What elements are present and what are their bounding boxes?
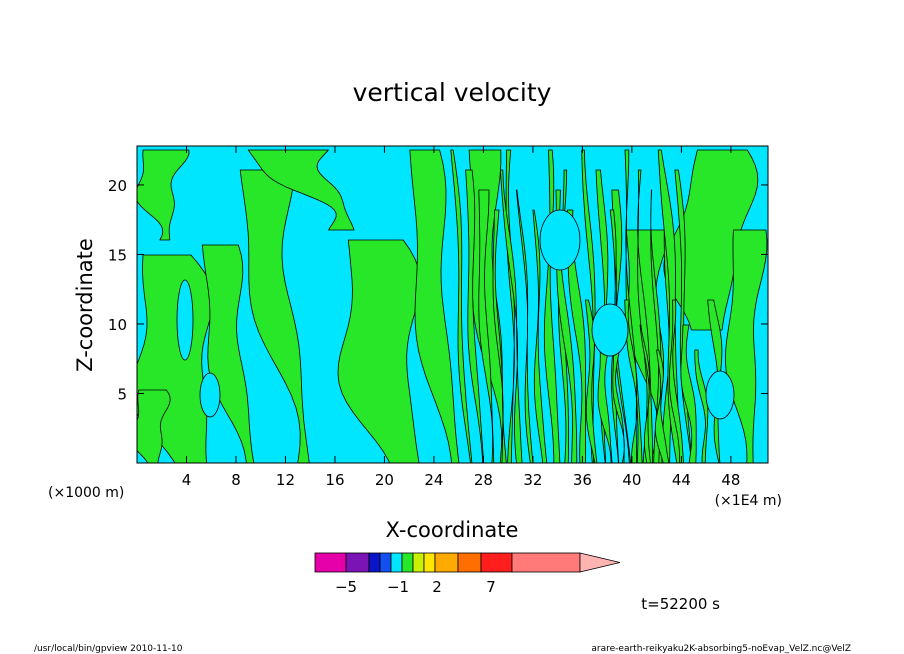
colorbar-swatch	[401, 552, 414, 573]
positive-region	[597, 324, 613, 463]
footer-left: /usr/local/bin/gpview 2010-11-10	[34, 644, 183, 654]
colorbar-swatch	[368, 552, 381, 573]
footer-right: arare-earth-reikyaku2K-absorbing5-noEvap…	[591, 644, 851, 654]
negative-region	[539, 209, 581, 271]
colorbar-swatch	[434, 552, 459, 573]
x-tick-label: 12	[276, 471, 295, 489]
positive-region	[247, 149, 355, 231]
colorbar-extension	[579, 552, 621, 573]
colorbar-swatch	[412, 552, 425, 573]
positive-region	[532, 209, 548, 463]
colorbar-swatch	[390, 552, 403, 573]
positive-region	[202, 244, 255, 463]
y-tick-label: 15	[108, 246, 127, 264]
x-tick-label: 40	[622, 471, 641, 489]
positive-region	[450, 149, 473, 463]
chart-title: vertical velocity	[353, 78, 552, 107]
time-label: t=52200 s	[641, 595, 720, 613]
colorbar-swatch	[379, 552, 392, 573]
colorbar	[314, 552, 621, 573]
plot-area	[136, 145, 769, 464]
y-tick-label: 5	[117, 385, 127, 403]
positive-region	[624, 299, 638, 463]
colorbar-swatch	[511, 552, 581, 573]
y-axis: 5 10 15 20	[108, 177, 768, 403]
positive-region	[137, 389, 171, 463]
positive-region	[239, 169, 310, 463]
x-tick-label: 28	[474, 471, 493, 489]
negative-region	[705, 370, 735, 420]
negative-region	[591, 303, 629, 357]
positive-region	[694, 349, 709, 463]
positive-region	[492, 209, 504, 463]
positive-region	[555, 189, 578, 463]
positive-region	[639, 324, 651, 463]
colorbar-swatch	[423, 552, 436, 573]
colorbar-swatch	[345, 552, 370, 573]
negative-region	[176, 279, 194, 361]
positive-region	[465, 169, 485, 463]
x-axis-label: X-coordinate	[386, 518, 519, 542]
positive-region	[612, 349, 625, 463]
x-tick-label: 24	[424, 471, 443, 489]
positive-region	[654, 349, 670, 463]
colorbar-swatch	[457, 552, 482, 573]
colorbar-tick-label: −5	[335, 578, 357, 596]
colorbar-tick-label: −1	[387, 578, 409, 596]
positive-region	[650, 189, 662, 463]
positive-region	[566, 209, 586, 463]
positive-region	[595, 169, 609, 463]
x-unit-right: (×1E4 m)	[715, 493, 782, 509]
negative-region	[199, 372, 221, 418]
colorbar-swatch	[314, 552, 347, 573]
y-tick-label: 10	[108, 316, 127, 334]
colorbar-tick-labels: −5 −1 2 7	[335, 578, 496, 596]
plot-frame	[136, 145, 769, 464]
positive-region	[478, 189, 495, 463]
positive-region	[674, 169, 693, 463]
colorbar-swatch	[480, 552, 513, 573]
x-tick-label: 4	[182, 471, 192, 489]
y-axis-label: Z-coordinate	[73, 238, 97, 372]
positive-region	[516, 189, 534, 463]
velocity-field	[137, 149, 768, 463]
colorbar-tick-label: 2	[432, 578, 442, 596]
positive-region	[680, 324, 697, 463]
x-unit-left: (×1000 m)	[48, 485, 124, 501]
positive-region	[500, 169, 523, 463]
positive-region	[725, 229, 768, 463]
positive-region	[137, 149, 190, 241]
x-tick-label: 16	[325, 471, 344, 489]
x-tick-label: 8	[231, 471, 241, 489]
x-axis: 4 8 12 16 20 24 28 32 36 40 44 48	[182, 146, 740, 489]
positive-region	[663, 149, 759, 331]
positive-region	[409, 149, 460, 463]
colorbar-tick-label: 7	[486, 578, 496, 596]
x-tick-label: 44	[672, 471, 691, 489]
y-tick-label: 20	[108, 177, 127, 195]
positive-region	[609, 209, 631, 463]
x-tick-label: 32	[523, 471, 542, 489]
x-tick-label: 48	[721, 471, 740, 489]
positive-region	[707, 299, 723, 463]
x-tick-label: 20	[375, 471, 394, 489]
x-tick-label: 36	[573, 471, 592, 489]
positive-region	[669, 299, 684, 463]
